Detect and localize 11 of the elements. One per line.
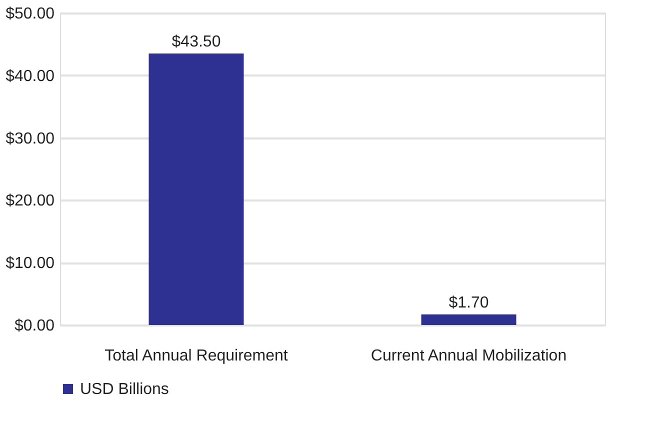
y-tick-label: $20.00 bbox=[6, 192, 55, 210]
y-tick-label: $0.00 bbox=[14, 318, 55, 334]
data-label: $43.50 bbox=[172, 34, 221, 51]
y-tick-label: $40.00 bbox=[6, 68, 55, 85]
legend-label: USD Billions bbox=[80, 381, 169, 398]
y-tick-label: $30.00 bbox=[6, 130, 55, 148]
y-tick-label: $10.00 bbox=[6, 255, 55, 272]
x-tick-label: Current Annual Mobilization bbox=[370, 348, 567, 364]
data-label: $1.70 bbox=[448, 294, 489, 312]
x-tick-label: Total Annual Requirement bbox=[104, 348, 288, 364]
y-tick-label: $50.00 bbox=[6, 6, 55, 22]
